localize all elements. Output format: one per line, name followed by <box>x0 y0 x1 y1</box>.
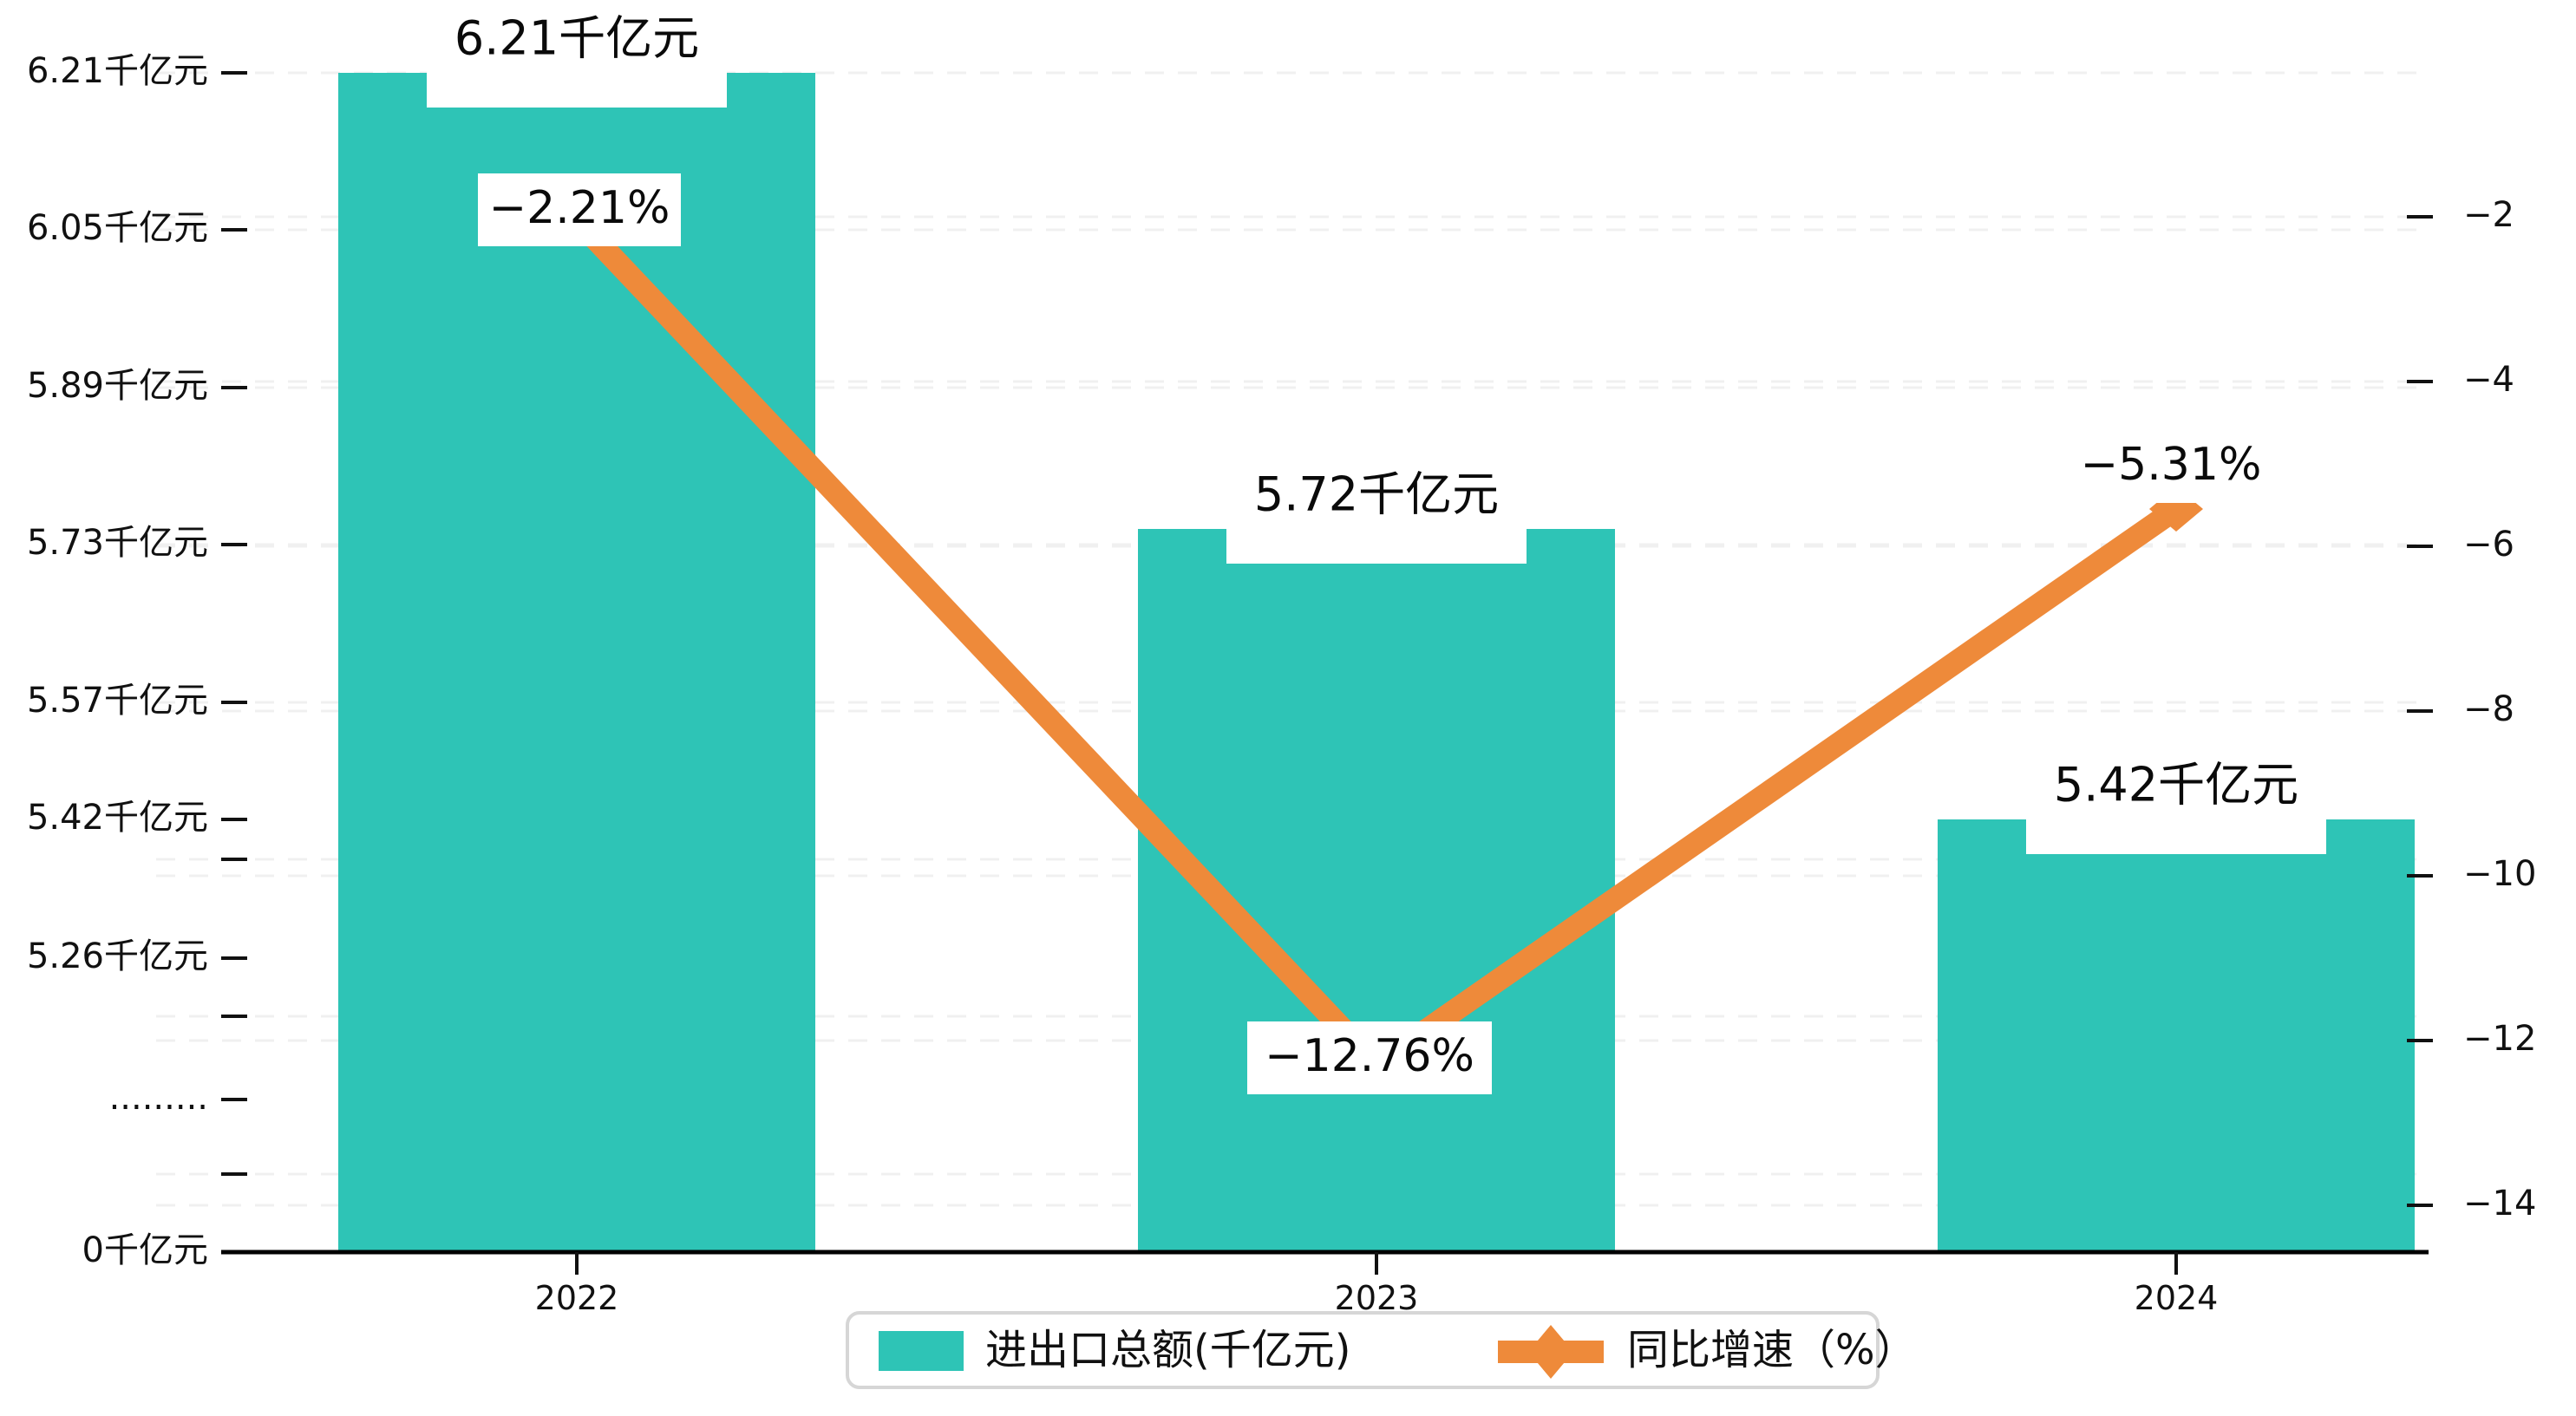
bar-2024[interactable] <box>1938 819 2415 1252</box>
x-tick-2023: 2023 <box>1335 1279 1419 1317</box>
y-right-tick-5: −12 <box>2463 1019 2536 1059</box>
y-right-tick-0: −2 <box>2463 195 2514 235</box>
x-tick-2024: 2024 <box>2135 1279 2219 1317</box>
legend-marker-yoy-growth[interactable] <box>1498 1325 1604 1379</box>
line-data-labels: −2.21% −12.76% −5.31% <box>478 173 2272 1094</box>
y-left-tick-4: 5.57千亿元 <box>27 681 208 721</box>
y-right-tick-3: −8 <box>2463 689 2514 729</box>
y-left-tick-3: 5.73千亿元 <box>27 523 208 563</box>
line-label-2022: −2.21% <box>489 182 670 234</box>
y-left-tick-2: 5.89千亿元 <box>27 366 208 406</box>
legend-label-yoy-growth[interactable]: 同比增速（%） <box>1627 1326 1917 1374</box>
y-left-tick-7: ......... <box>109 1078 208 1118</box>
legend-box <box>846 1311 1880 1389</box>
y-left-tick-6: 5.26千亿元 <box>27 936 208 976</box>
bar-data-labels: 6.21千亿元 5.72千亿元 5.42千亿元 <box>427 11 2326 854</box>
x-axis: 2022 2023 2024 <box>535 1252 2219 1317</box>
y-left-tick-5: 5.42千亿元 <box>27 798 208 838</box>
y-axis-left: 6.21千亿元 6.05千亿元 5.89千亿元 5.73千亿元 5.57千亿元 … <box>27 51 2429 1270</box>
y-right-tick-1: −4 <box>2463 360 2514 400</box>
legend-label-import-export[interactable]: 进出口总额(千亿元) <box>985 1326 1350 1374</box>
bar-label-bg-2024 <box>2026 809 2326 854</box>
line-label-bg-2022 <box>478 173 681 246</box>
bar-label-bg-2022 <box>427 62 727 108</box>
y-right-tick-2: −6 <box>2463 525 2514 564</box>
y-left-tick-0: 6.21千亿元 <box>27 51 208 91</box>
y-left-tick-1: 6.05千亿元 <box>27 208 208 248</box>
line-label-bg-2024 <box>2069 430 2272 503</box>
line-label-2023: −12.76% <box>1265 1030 1474 1082</box>
bar-series-import-export <box>338 73 2415 1252</box>
line-label-bg-2023 <box>1247 1021 1492 1094</box>
y-left-tick-8: 0千亿元 <box>82 1230 208 1270</box>
y-right-tick-4: −10 <box>2463 854 2536 894</box>
bar-label-2024: 5.42千亿元 <box>2054 758 2298 812</box>
bar-label-2023: 5.72千亿元 <box>1254 467 1499 522</box>
line-label-2024: −5.31% <box>2081 439 2262 491</box>
bar-2022[interactable] <box>338 73 815 1252</box>
y-right-tick-6: −14 <box>2463 1184 2536 1224</box>
bar-label-bg-2023 <box>1226 519 1527 564</box>
bar-label-2022: 6.21千亿元 <box>454 11 699 66</box>
y-axis-right: −2 −4 −6 −8 −10 −12 −14 <box>2407 195 2536 1224</box>
chart-legend: 进出口总额(千亿元) 同比增速（%） <box>846 1311 1917 1389</box>
x-tick-2022: 2022 <box>535 1279 619 1317</box>
legend-swatch-import-export[interactable] <box>879 1331 964 1371</box>
